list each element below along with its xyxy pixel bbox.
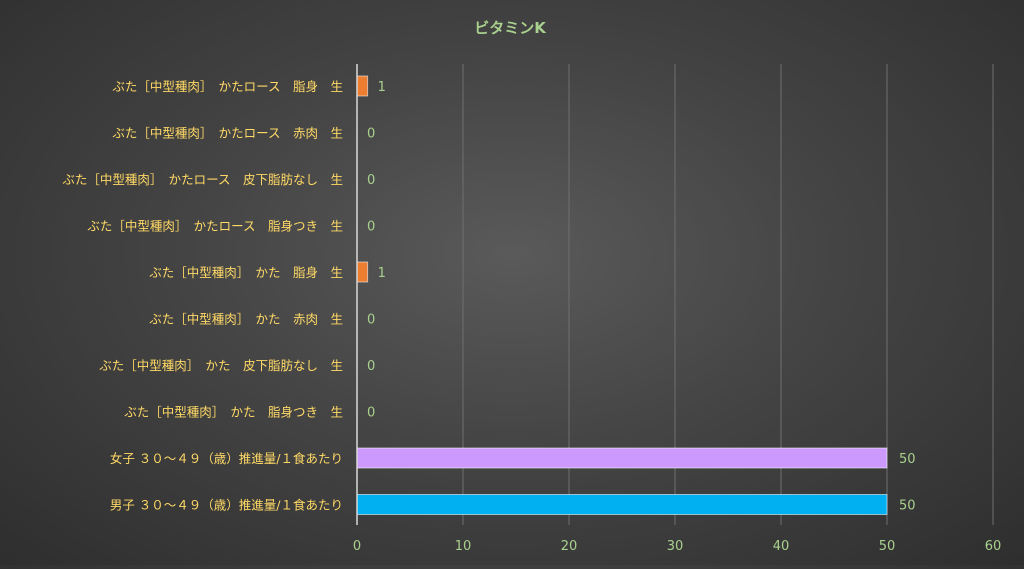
data-labels: 1 0 0 0 1 0 0 0 50 50	[367, 80, 916, 514]
x-tick-label-40: 40	[773, 539, 790, 554]
category-label: ぶた［中型種肉］ かた 脂身つき 生	[124, 405, 343, 420]
data-label: 0	[367, 313, 375, 328]
bar	[356, 75, 369, 97]
data-label: 0	[367, 406, 375, 421]
category-label: ぶた［中型種肉］ かたロース 赤肉 生	[112, 126, 343, 141]
data-label: 50	[899, 499, 916, 514]
x-tick-label-0: 0	[353, 539, 361, 554]
bar	[356, 261, 369, 283]
data-label: 1	[378, 80, 386, 95]
x-axis-tick-labels: 0 10 20 30 40 50 60	[353, 539, 1001, 554]
category-label: ぶた［中型種肉］ かた 皮下脂肪なし 生	[99, 358, 343, 373]
category-label: ぶた［中型種肉］ かたロース 皮下脂肪なし 生	[62, 172, 343, 187]
x-tick-label-50: 50	[879, 539, 896, 554]
bars	[356, 75, 888, 515]
x-tick-label-20: 20	[561, 539, 578, 554]
category-label: ぶた［中型種肉］ かたロース 脂身 生	[112, 79, 343, 94]
x-tick-label-30: 30	[667, 539, 684, 554]
data-label: 0	[367, 359, 375, 374]
bar	[356, 447, 888, 469]
category-label: ぶた［中型種肉］ かた 脂身 生	[149, 265, 343, 280]
category-label: 男子 ３０～４９（歳）推進量/１食あたり	[110, 498, 343, 513]
category-label: ぶた［中型種肉］ かた 赤肉 生	[149, 312, 343, 327]
data-label: 1	[378, 266, 386, 281]
data-label: 0	[367, 173, 375, 188]
category-label: ぶた［中型種肉］ かたロース 脂身つき 生	[87, 219, 343, 234]
x-tick-label-60: 60	[985, 539, 1002, 554]
category-label: 女子 ３０～４９（歳）推進量/１食あたり	[110, 451, 343, 466]
category-labels: ぶた［中型種肉］ かたロース 脂身 生ぶた［中型種肉］ かたロース 赤肉 生ぶた…	[62, 79, 343, 513]
data-label: 50	[899, 452, 916, 467]
bar	[356, 494, 888, 515]
x-tick-label-10: 10	[455, 539, 472, 554]
data-label: 0	[367, 127, 375, 142]
chart-title: ビタミンK	[474, 19, 547, 37]
data-label: 0	[367, 220, 375, 235]
